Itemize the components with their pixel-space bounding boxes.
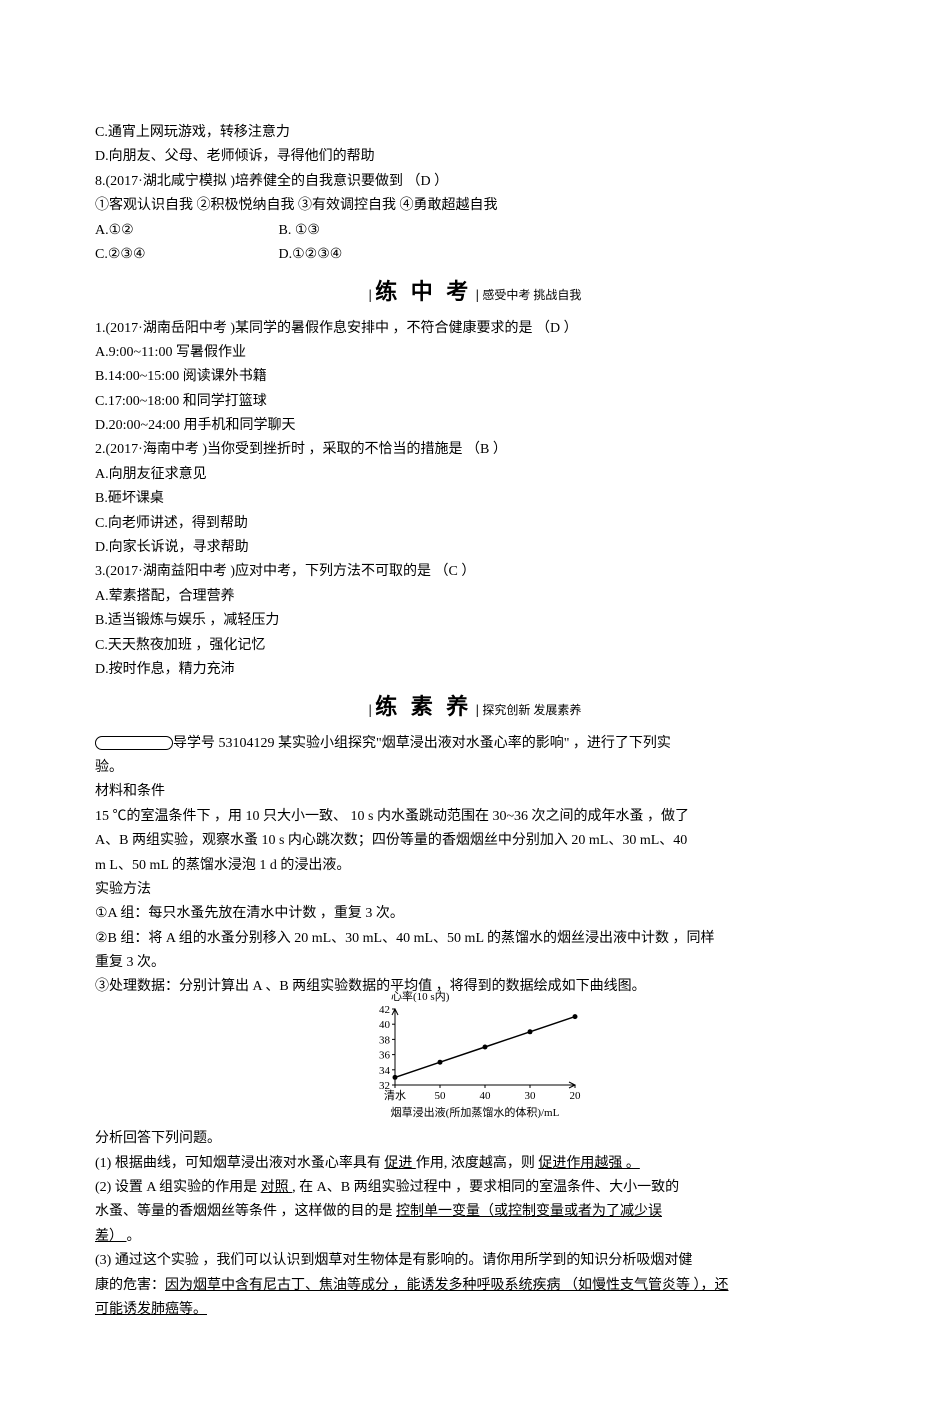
- materials-3: m L、50 mL 的蒸馏水浸泡 1 d 的浸出液。: [95, 855, 855, 877]
- p3-ans-1: 因为烟草中含有尼古丁、焦油等成分 ，能诱发多种呼吸系统疾病 （如慢性支气管炎等 …: [165, 1278, 729, 1293]
- analysis-p2-line3: 差） 。: [95, 1226, 855, 1248]
- chart-svg: 323436384042清水50403020: [365, 1003, 585, 1103]
- p1-ans-1: 促进: [384, 1156, 416, 1171]
- svg-text:42: 42: [379, 1004, 390, 1016]
- p2-text-c: 水蚤、等量的香烟烟丝等条件 ，这样做的目的是: [95, 1204, 396, 1219]
- svg-text:50: 50: [435, 1090, 447, 1102]
- q2-d: D.向家长诉说，寻求帮助: [95, 537, 855, 559]
- q1-b: B.14:00~15:00 阅读课外书籍: [95, 366, 855, 388]
- materials-1: 15 ℃的室温条件下 ，用 10 只大小一致、 10 s 内水蚤跳动范围在 30…: [95, 806, 855, 828]
- header-bar: |: [476, 703, 479, 718]
- q3-stem: 3.(2017·湖南益阳中考 )应对中考，下列方法不可取的是 （C ）: [95, 561, 855, 583]
- header-bar: |: [369, 703, 372, 718]
- q2-c: C.向老师讲述，得到帮助: [95, 513, 855, 535]
- y-axis-label: 心率(10 s内): [391, 989, 449, 1007]
- header-title: 练 素 养: [375, 694, 472, 719]
- svg-text:40: 40: [379, 1019, 391, 1031]
- analysis-intro: 分析回答下列问题。: [95, 1128, 855, 1150]
- analysis-p3-line3: 可能诱发肺癌等。: [95, 1299, 855, 1321]
- p3-ans-2: 可能诱发肺癌等。: [95, 1302, 207, 1317]
- q1-d: D.20:00~24:00 用手机和同学聊天: [95, 415, 855, 437]
- p2-text-d: 。: [127, 1229, 141, 1244]
- p3-text-b: 康的危害：: [95, 1278, 165, 1293]
- q2-a: A.向朋友征求意见: [95, 464, 855, 486]
- q8-opt-b: B. ①③: [279, 220, 320, 242]
- p2-ans-1: 对照: [261, 1180, 293, 1195]
- q8-options-row1: A.①② B. ①③: [95, 220, 855, 242]
- q8-items: ①客观认识自我 ②积极悦纳自我 ③有效调控自我 ④勇敢超越自我: [95, 195, 855, 217]
- header-bar: |: [476, 288, 479, 303]
- analysis-p1: (1) 根据曲线，可知烟草浸出液对水蚤心率具有 促进 作用, 浓度越高，则 促进…: [95, 1153, 855, 1175]
- analysis-p2-line1: (2) 设置 A 组实验的作用是 对照 , 在 A、B 两组实验过程中 ，要求相…: [95, 1177, 855, 1199]
- p2-ans-2: 控制单一变量（或控制变量或者为了减少误: [396, 1204, 662, 1219]
- q2-stem: 2.(2017·海南中考 )当你受到挫折时 ，采取的不恰当的措施是 （B ）: [95, 439, 855, 461]
- header-title: 练 中 考: [375, 279, 472, 304]
- header-subtitle: 探究创新 发展素养: [482, 703, 581, 717]
- p2-text-b: , 在 A、B 两组实验过程中 ，要求相同的室温条件、大小一致的: [292, 1180, 679, 1195]
- q3-b: B.适当锻炼与娱乐 ，减轻压力: [95, 610, 855, 632]
- q3-d: D.按时作息，精力充沛: [95, 659, 855, 681]
- method-2: ②B 组：将 A 组的水蚤分别移入 20 mL、30 mL、40 mL、50 m…: [95, 928, 855, 950]
- essay-lead-text: 导学号 53104129 某实验小组探究"烟草浸出液对水蚤心率的影响" ，进行了…: [173, 736, 671, 751]
- q8-stem: 8.(2017·湖北咸宁模拟 )培养健全的自我意识要做到 （D ）: [95, 171, 855, 193]
- svg-text:38: 38: [379, 1034, 391, 1046]
- section-header-suyang: | 练 素 养 | 探究创新 发展素养: [95, 689, 855, 724]
- method-1: ①A 组：每只水蚤先放在清水中计数 ，重复 3 次。: [95, 903, 855, 925]
- q1-c: C.17:00~18:00 和同学打篮球: [95, 391, 855, 413]
- document-page: C.通宵上网玩游戏，转移注意力 D.向朋友、父母、老师倾诉，寻得他们的帮助 8.…: [0, 0, 950, 1403]
- p1-ans-2: 促进作用越强 。: [538, 1156, 640, 1171]
- header-subtitle: 感受中考 挑战自我: [482, 288, 581, 302]
- analysis-p2-line2: 水蚤、等量的香烟烟丝等条件 ，这样做的目的是 控制单一变量（或控制变量或者为了减…: [95, 1201, 855, 1223]
- svg-text:清水: 清水: [384, 1089, 406, 1102]
- svg-text:20: 20: [570, 1090, 582, 1102]
- x-axis-label: 烟草浸出液(所加蒸馏水的体积)/mL: [365, 1105, 585, 1123]
- svg-text:30: 30: [525, 1090, 537, 1102]
- option-c: C.通宵上网玩游戏，转移注意力: [95, 122, 855, 144]
- p1-text-b: 作用, 浓度越高，则: [416, 1156, 539, 1171]
- method-3: ③处理数据：分别计算出 A 、B 两组实验数据的平均值 ，将得到的数据绘成如下曲…: [95, 976, 855, 998]
- p2-ans-3: 差）: [95, 1229, 127, 1244]
- p1-text-a: (1) 根据曲线，可知烟草浸出液对水蚤心率具有: [95, 1156, 384, 1171]
- p2-text-a: (2) 设置 A 组实验的作用是: [95, 1180, 261, 1195]
- essay-lead2: 验。: [95, 757, 855, 779]
- materials-title: 材料和条件: [95, 781, 855, 803]
- method-title: 实验方法: [95, 879, 855, 901]
- pill-icon: [95, 736, 173, 750]
- q2-b: B.砸坏课桌: [95, 488, 855, 510]
- q8-opt-c: C.②③④: [95, 244, 275, 266]
- option-d: D.向朋友、父母、老师倾诉，寻得他们的帮助: [95, 146, 855, 168]
- q3-c: C.天天熬夜加班 ，强化记忆: [95, 635, 855, 657]
- q3-a: A.荤素搭配，合理营养: [95, 586, 855, 608]
- q8-opt-a: A.①②: [95, 220, 275, 242]
- analysis-p3-line1: (3) 通过这个实验 ，我们可以认识到烟草对生物体是有影响的。请你用所学到的知识…: [95, 1250, 855, 1272]
- heart-rate-chart: 心率(10 s内) 323436384042清水50403020 烟草浸出液(所…: [95, 1003, 855, 1124]
- essay-lead: 导学号 53104129 某实验小组探究"烟草浸出液对水蚤心率的影响" ，进行了…: [95, 733, 855, 755]
- analysis-p3-line2: 康的危害：因为烟草中含有尼古丁、焦油等成分 ，能诱发多种呼吸系统疾病 （如慢性支…: [95, 1275, 855, 1297]
- method-2b: 重复 3 次。: [95, 952, 855, 974]
- svg-text:40: 40: [480, 1090, 492, 1102]
- q1-a: A.9:00~11:00 写暑假作业: [95, 342, 855, 364]
- q8-opt-d: D.①②③④: [279, 244, 343, 266]
- svg-text:34: 34: [379, 1065, 391, 1077]
- q1-stem: 1.(2017·湖南岳阳中考 )某同学的暑假作息安排中 ，不符合健康要求的是 （…: [95, 318, 855, 340]
- materials-2: A、B 两组实验，观察水蚤 10 s 内心跳次数；四份等量的香烟烟丝中分别加入 …: [95, 830, 855, 852]
- header-bar: |: [369, 288, 372, 303]
- svg-text:36: 36: [379, 1049, 391, 1061]
- q8-options-row2: C.②③④ D.①②③④: [95, 244, 855, 266]
- section-header-zhongkao: | 练 中 考 | 感受中考 挑战自我: [95, 274, 855, 309]
